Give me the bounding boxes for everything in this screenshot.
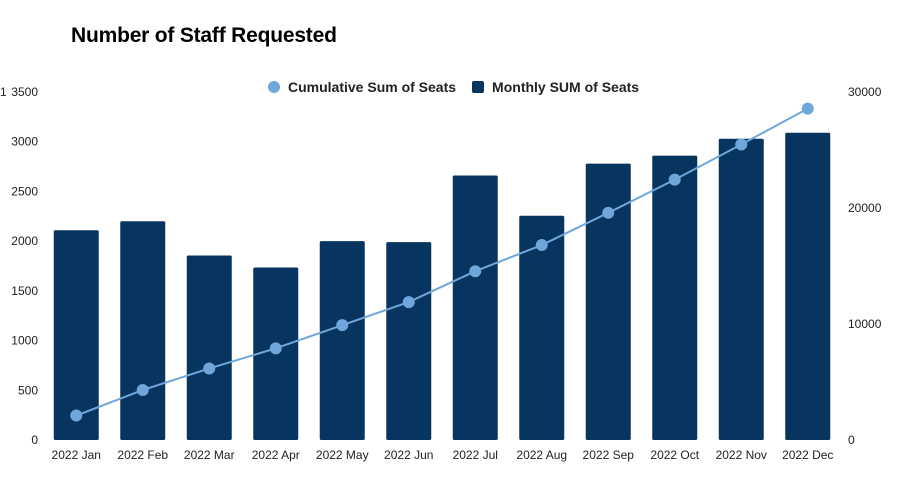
left-axis-tick-label: 2000: [11, 234, 38, 248]
legend-label-cumulative: Cumulative Sum of Seats: [288, 79, 457, 95]
bar: [386, 242, 432, 440]
x-axis-tick-label: 2022 May: [316, 448, 369, 462]
right-axis-tick-label: 20000: [848, 201, 882, 215]
legend: Cumulative Sum of Seats Monthly SUM of S…: [268, 79, 647, 95]
cumulative-point: [203, 362, 216, 375]
bar: [452, 175, 498, 440]
left-axis-tick-label: 0: [31, 433, 38, 447]
cumulative-point: [136, 384, 149, 397]
left-axis-tick-label: 3500: [11, 85, 38, 99]
bar: [319, 241, 365, 440]
cumulative-point: [469, 265, 482, 278]
x-axis-tick-label: 2022 Nov: [716, 448, 767, 462]
bar: [652, 155, 698, 441]
bar: [785, 132, 831, 440]
left-axis-tick-label: 2500: [11, 184, 38, 198]
x-axis-tick-label: 2022 Feb: [117, 448, 168, 462]
x-axis-tick-label: 2022 Jan: [52, 448, 101, 462]
left-axis-cut-label: 1: [0, 85, 7, 99]
left-axis-tick-label: 3000: [11, 135, 38, 149]
left-axis-tick-label: 1500: [11, 284, 38, 298]
cumulative-point: [735, 138, 748, 151]
legend-label-monthly: Monthly SUM of Seats: [492, 79, 640, 95]
left-axis-tick-label: 500: [18, 383, 38, 397]
cumulative-point: [602, 206, 615, 219]
bar: [53, 230, 99, 440]
x-axis-tick-label: 2022 Oct: [650, 448, 699, 462]
legend-item-cumulative[interactable]: Cumulative Sum of Seats: [268, 79, 456, 95]
cumulative-line: [75, 107, 809, 417]
cumulative-point: [535, 239, 548, 252]
legend-item-monthly[interactable]: Monthly SUM of Seats: [472, 79, 639, 95]
cumulative-point: [668, 173, 681, 186]
bar: [186, 255, 232, 440]
bar: [585, 163, 631, 441]
x-axis-tick-label: 2022 Mar: [184, 448, 235, 462]
legend-marker-cumulative: [268, 81, 280, 93]
cumulative-point: [336, 319, 349, 332]
bar: [519, 215, 565, 440]
legend-marker-monthly: [472, 81, 485, 93]
right-axis-tick-label: 0: [848, 433, 855, 447]
cumulative-point: [70, 409, 83, 422]
right-axis-tick-label: 10000: [848, 317, 882, 331]
x-axis-tick-label: 2022 Jun: [384, 448, 433, 462]
x-axis-tick-label: 2022 Apr: [252, 448, 300, 462]
chart-title: Number of Staff Requested: [71, 24, 337, 47]
bar: [120, 221, 166, 440]
x-axis-tick-label: 2022 Dec: [782, 448, 833, 462]
x-axis-tick-label: 2022 Sep: [583, 448, 635, 462]
cumulative-point: [801, 102, 814, 115]
cumulative-point: [402, 296, 415, 309]
left-axis-tick-label: 1000: [11, 334, 38, 348]
x-axis-tick-label: 2022 Aug: [516, 448, 567, 462]
bar: [718, 138, 764, 440]
cumulative-point: [269, 342, 282, 355]
right-axis-tick-label: 30000: [848, 85, 882, 99]
x-axis-tick-label: 2022 Jul: [453, 448, 498, 462]
